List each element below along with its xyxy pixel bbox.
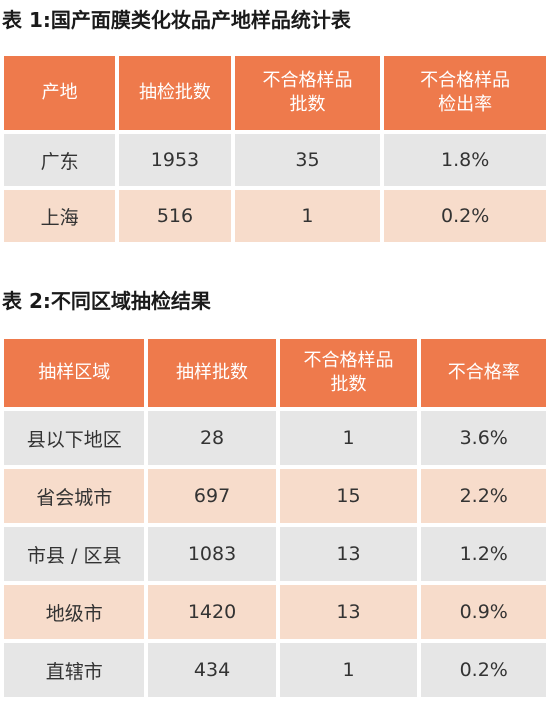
header-inspected-batches: 抽检批数 bbox=[119, 56, 231, 130]
cell-rate: 1.8% bbox=[384, 134, 546, 186]
origin-statistics-table: 产地 抽检批数 不合格样品 批数 不合格样品 检出率 广东 1953 35 1.8%… bbox=[0, 52, 550, 246]
cell-rate: 2.2% bbox=[421, 469, 546, 523]
header-sampled-batches: 抽样批数 bbox=[148, 339, 276, 407]
cell-region: 县以下地区 bbox=[4, 411, 145, 465]
header-failed-batches: 不合格样品 批数 bbox=[279, 339, 418, 407]
cell-region: 省会城市 bbox=[4, 469, 145, 523]
cell-failed: 1 bbox=[234, 190, 381, 242]
cell-batches: 434 bbox=[148, 643, 276, 697]
header-origin: 产地 bbox=[4, 56, 116, 130]
table-row: 县以下地区 28 1 3.6% bbox=[4, 411, 546, 465]
table-header-row: 产地 抽检批数 不合格样品 批数 不合格样品 检出率 bbox=[4, 56, 546, 130]
cell-region: 地级市 bbox=[4, 585, 145, 639]
table-row: 省会城市 697 15 2.2% bbox=[4, 469, 546, 523]
table-row: 直辖市 434 1 0.2% bbox=[4, 643, 546, 697]
table-row: 市县 / 区县 1083 13 1.2% bbox=[4, 527, 546, 581]
table2-title: 表 2:不同区域抽检结果 bbox=[2, 289, 211, 313]
header-failure-rate: 不合格样品 检出率 bbox=[384, 56, 546, 130]
cell-rate: 0.2% bbox=[421, 643, 546, 697]
header-failure-rate: 不合格率 bbox=[421, 339, 546, 407]
cell-rate: 3.6% bbox=[421, 411, 546, 465]
cell-region: 直辖市 bbox=[4, 643, 145, 697]
cell-batches: 1083 bbox=[148, 527, 276, 581]
cell-rate: 0.2% bbox=[384, 190, 546, 242]
cell-origin: 广东 bbox=[4, 134, 116, 186]
header-sampling-region: 抽样区域 bbox=[4, 339, 145, 407]
cell-region: 市县 / 区县 bbox=[4, 527, 145, 581]
cell-batches: 516 bbox=[119, 190, 231, 242]
cell-origin: 上海 bbox=[4, 190, 116, 242]
table-row: 广东 1953 35 1.8% bbox=[4, 134, 546, 186]
cell-batches: 1420 bbox=[148, 585, 276, 639]
cell-rate: 1.2% bbox=[421, 527, 546, 581]
table-row: 地级市 1420 13 0.9% bbox=[4, 585, 546, 639]
table1-title: 表 1:国产面膜类化妆品产地样品统计表 bbox=[2, 8, 351, 32]
cell-failed: 15 bbox=[279, 469, 418, 523]
cell-rate: 0.9% bbox=[421, 585, 546, 639]
header-failed-batches: 不合格样品 批数 bbox=[234, 56, 381, 130]
cell-batches: 697 bbox=[148, 469, 276, 523]
cell-failed: 35 bbox=[234, 134, 381, 186]
cell-failed: 13 bbox=[279, 527, 418, 581]
cell-failed: 1 bbox=[279, 411, 418, 465]
cell-failed: 1 bbox=[279, 643, 418, 697]
cell-failed: 13 bbox=[279, 585, 418, 639]
region-results-table: 抽样区域 抽样批数 不合格样品 批数 不合格率 县以下地区 28 1 3.6% 省… bbox=[0, 335, 550, 701]
table-header-row: 抽样区域 抽样批数 不合格样品 批数 不合格率 bbox=[4, 339, 546, 407]
table-row: 上海 516 1 0.2% bbox=[4, 190, 546, 242]
cell-batches: 28 bbox=[148, 411, 276, 465]
cell-batches: 1953 bbox=[119, 134, 231, 186]
